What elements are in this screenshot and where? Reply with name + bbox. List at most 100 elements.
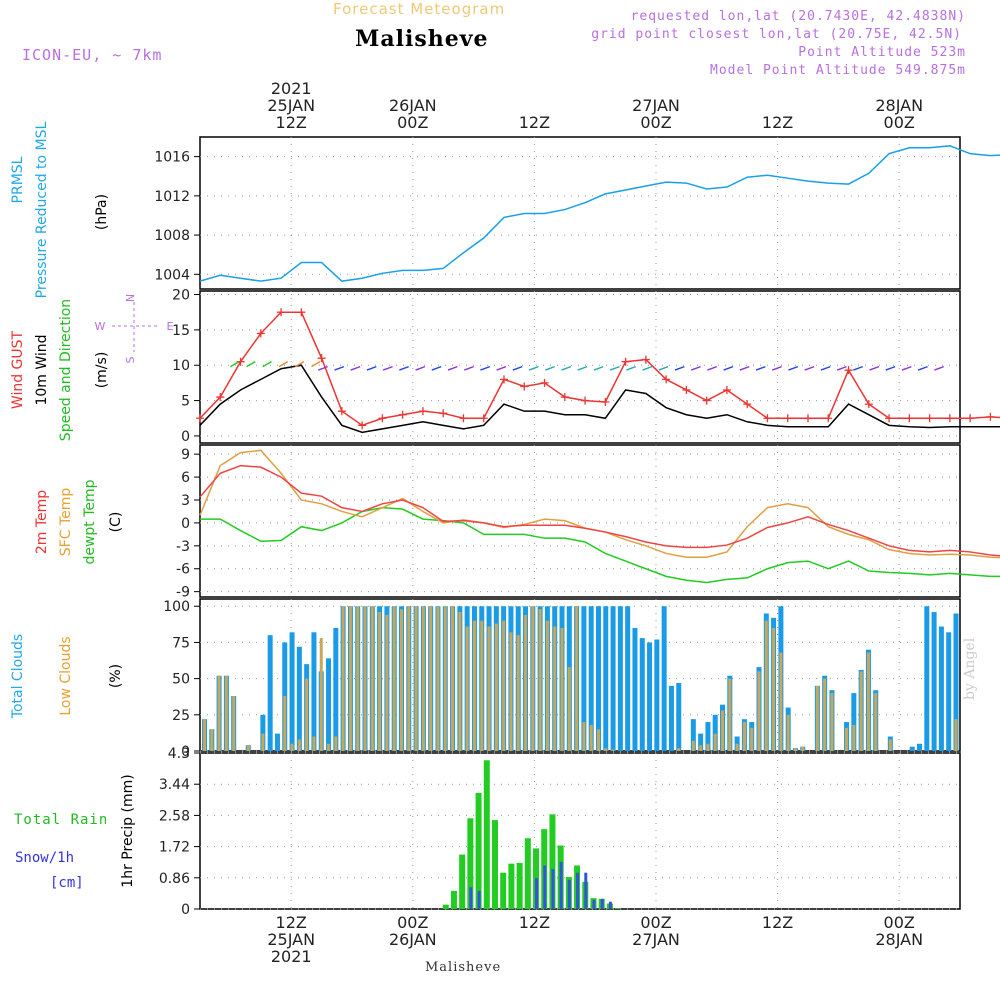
wind-direction-arrow (934, 365, 945, 371)
model-label: ICON-EU, ~ 7km (22, 46, 163, 64)
total-cloud-bar (654, 639, 660, 751)
wind-ytick-label: 15 (172, 323, 190, 339)
temperature-ytick-label: -9 (176, 585, 190, 601)
legend-snow-unit: [cm] (50, 875, 84, 891)
top-time-label: 27JAN (632, 96, 680, 115)
compass-s: S (124, 356, 137, 363)
rain-bar (549, 814, 556, 909)
wind-direction-arrow (496, 365, 507, 371)
top-time-label: 00Z (884, 113, 915, 132)
low-cloud-bar (319, 638, 323, 751)
wind-ylabel: (m/s) (94, 352, 110, 389)
precip-ytick-label: 4.3 (168, 746, 190, 762)
low-cloud-bar (356, 606, 360, 751)
bottom-time-label: 00Z (884, 913, 915, 932)
wind-ytick-label: 5 (181, 394, 190, 410)
snow-bar (584, 872, 588, 909)
low-cloud-bar (859, 671, 863, 751)
bottom-time-label: 12Z (519, 913, 550, 932)
snow-bar (535, 878, 539, 909)
sfc-temp-line (199, 449, 1000, 559)
total-cloud-bar (311, 632, 317, 751)
wind-direction-arrow (230, 361, 240, 368)
low-cloud-bar (224, 675, 228, 751)
low-cloud-bar (815, 685, 819, 751)
wind-direction-arrow (577, 365, 588, 371)
gust-marker (945, 414, 954, 423)
gust-marker (520, 382, 529, 391)
temp-ylabel: (C) (108, 512, 124, 533)
total-cloud-bar (712, 714, 718, 751)
total-cloud-bar (326, 658, 332, 751)
total-cloud-bar (610, 606, 616, 751)
rain-bar (524, 838, 531, 909)
total-cloud-bar (938, 626, 944, 751)
wind-direction-arrow (917, 365, 928, 371)
wind-ytick-label: 0 (181, 429, 190, 445)
wind-direction-arrow (545, 365, 555, 371)
snow-bar (477, 890, 481, 909)
wind-direction-arrow (901, 365, 912, 371)
temperature-ytick-label: -6 (176, 562, 190, 578)
rain-bar (459, 854, 466, 909)
bottom-time-label: 2021 (271, 947, 312, 966)
low-cloud-bar (334, 736, 338, 751)
gust-marker (459, 414, 468, 423)
wind-direction-arrow (723, 365, 734, 371)
low-cloud-bar (545, 620, 549, 751)
low-cloud-bar (823, 678, 827, 751)
gust-marker (479, 414, 488, 423)
wind-direction-arrow (642, 365, 653, 371)
rain-bar (483, 760, 490, 909)
low-cloud-bar (341, 606, 345, 751)
total-cloud-bar (617, 606, 623, 751)
total-cloud-bar (909, 746, 915, 751)
low-cloud-bar (232, 695, 236, 751)
low-cloud-bar (407, 606, 411, 751)
total-cloud-bar (647, 642, 653, 751)
wind-direction-arrow (674, 365, 685, 371)
clouds-ytick-label: 100 (163, 599, 190, 615)
clouds-label-total: Total Clouds (10, 634, 26, 719)
total-cloud-bar (588, 606, 594, 751)
gust-marker (783, 414, 792, 423)
total-cloud-bar (274, 733, 280, 751)
gust-marker (966, 414, 975, 423)
low-cloud-bar (567, 667, 571, 751)
gust-marker (905, 414, 914, 423)
bottom-time-label: 00Z (640, 913, 671, 932)
wind-direction-arrow (561, 365, 572, 371)
gust-marker (439, 409, 448, 418)
total-cloud-bar (603, 606, 609, 751)
low-cloud-bar (414, 606, 418, 751)
gust-marker (358, 421, 367, 430)
wind-direction-arrow (788, 365, 799, 371)
rain-bar (508, 863, 515, 909)
precip-ytick-label: 0 (181, 902, 190, 918)
wind-direction-arrow (350, 365, 361, 371)
low-cloud-bar (494, 623, 498, 751)
low-cloud-bar (750, 727, 754, 751)
snow-bar (559, 861, 563, 909)
wind-direction-arrow (885, 365, 896, 371)
total-cloud-bar (676, 682, 682, 751)
bottom-time-label: 25JAN (267, 930, 315, 949)
low-cloud-bar (458, 612, 462, 751)
pressure-label-prmsl: PRMSL (10, 156, 26, 203)
wind-direction-arrow (626, 365, 636, 371)
wind-ytick-label: 20 (172, 288, 190, 304)
wind-direction-arrow (399, 365, 409, 371)
low-cloud-bar (516, 635, 520, 751)
bottom-time-label: 27JAN (632, 930, 680, 949)
wind-direction-arrow (447, 365, 458, 371)
low-cloud-bar (429, 606, 433, 751)
temperature-ytick-label: 6 (181, 470, 190, 486)
wind-direction-arrow (739, 365, 750, 371)
snow-bar (543, 865, 547, 909)
top-time-label: 28JAN (875, 96, 923, 115)
low-cloud-bar (283, 695, 287, 751)
gust-marker (662, 375, 671, 384)
low-cloud-bar (443, 606, 447, 751)
model-altitude: Model Point Altitude 549.875m (710, 63, 966, 78)
total-cloud-bar (595, 606, 601, 751)
